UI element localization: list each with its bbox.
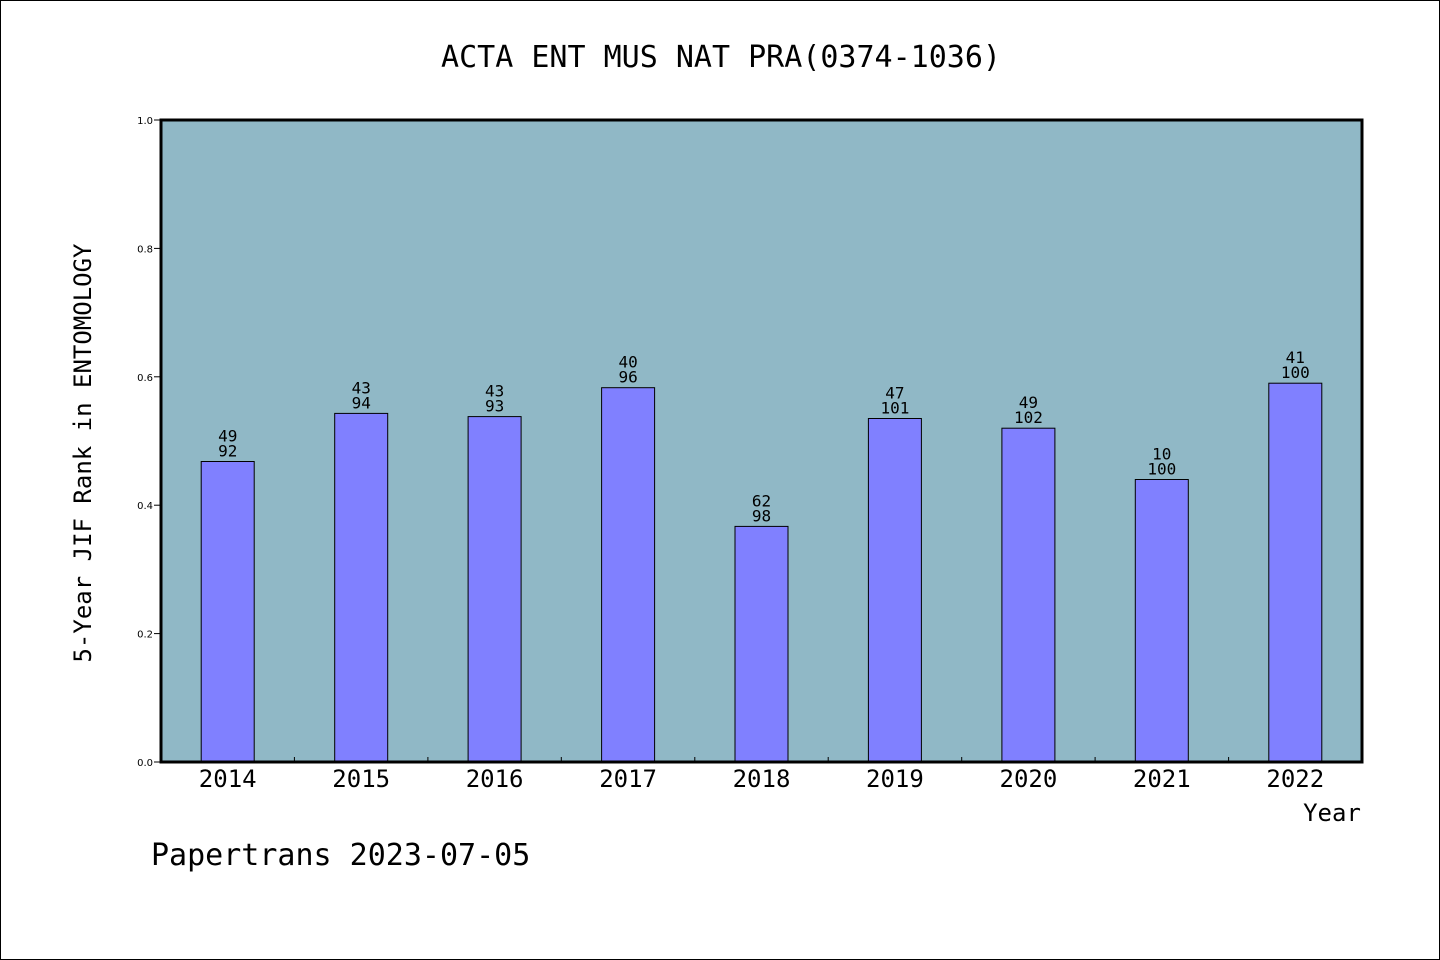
bar-label-total-2017: 96 — [618, 368, 637, 387]
bars-group — [200, 382, 1323, 763]
x-tick-label-2022: 2022 — [1266, 765, 1324, 793]
bar-label-rank-2017: 40 — [618, 353, 637, 372]
bar-label-rank-2022: 41 — [1286, 348, 1305, 367]
x-tick-label-2020: 2020 — [1000, 765, 1058, 793]
bar-label-total-2019: 101 — [880, 399, 909, 418]
plot-frame — [159, 118, 1364, 764]
y-axis-label: 5-Year JIF Rank in ENTOMOLOGY — [69, 243, 97, 663]
bar-label-total-2018: 98 — [752, 506, 771, 525]
footer-text: Papertrans 2023-07-05 — [151, 838, 530, 873]
bar-label-rank-2020: 49 — [1019, 393, 1038, 412]
bar-label-total-2016: 93 — [485, 397, 504, 416]
x-tick-label-2018: 2018 — [733, 765, 791, 793]
bar-label-total-2020: 102 — [1014, 408, 1043, 427]
bar-label-rank-2019: 47 — [885, 384, 904, 403]
bar-label-total-2021: 100 — [1147, 460, 1176, 479]
bar-label-total-2015: 94 — [352, 393, 371, 412]
y-tick-label: 1.0 — [137, 116, 153, 127]
y-tick-label: 0.2 — [137, 630, 153, 641]
y-axis: 0.0 0.2 0.4 0.6 0.8 1.0 — [137, 116, 161, 769]
bar-label-rank-2014: 49 — [218, 427, 237, 446]
x-tick-label-2014: 2014 — [199, 765, 257, 793]
y-tick-label: 0.0 — [137, 758, 153, 769]
bar-label-rank-2016: 43 — [485, 382, 504, 401]
bar-label-rank-2021: 10 — [1152, 445, 1171, 464]
x-tick-label-2016: 2016 — [466, 765, 524, 793]
bar-2021 — [1134, 479, 1189, 763]
x-tick-label-2015: 2015 — [332, 765, 390, 793]
bar-2015 — [334, 412, 389, 763]
bar-2014 — [200, 461, 255, 763]
y-tick-label: 0.4 — [137, 501, 153, 512]
x-axis: 2014 2015 2016 2017 2018 2019 2020 2021 2022 — [199, 757, 1324, 793]
y-tick-label: 0.8 — [137, 244, 153, 255]
bar-2016 — [467, 416, 522, 763]
x-tick-label-2019: 2019 — [866, 765, 924, 793]
bar-2022 — [1268, 382, 1323, 763]
bar-label-rank-2015: 43 — [352, 378, 371, 397]
bar-2019 — [867, 418, 922, 763]
x-tick-label-2017: 2017 — [599, 765, 657, 793]
bar-2020 — [1001, 427, 1056, 763]
bar-2017 — [601, 387, 656, 763]
x-tick-label-2021: 2021 — [1133, 765, 1191, 793]
bar-2018 — [734, 525, 789, 763]
y-tick-label: 0.6 — [137, 373, 153, 384]
bar-label-rank-2018: 62 — [752, 491, 771, 510]
bar-label-total-2022: 100 — [1281, 363, 1310, 382]
x-axis-label: Year — [1303, 799, 1361, 827]
bar-label-total-2014: 92 — [218, 442, 237, 461]
chart-title: ACTA ENT MUS NAT PRA(0374-1036) — [441, 40, 1001, 75]
